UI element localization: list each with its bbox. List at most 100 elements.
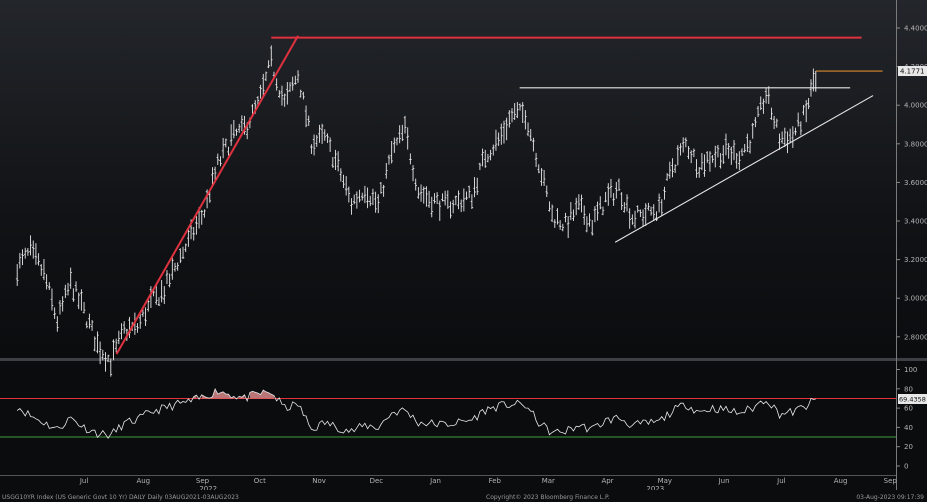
price-bar	[572, 209, 575, 221]
price-bar	[406, 127, 409, 150]
price-bar	[561, 223, 565, 232]
price-bar	[791, 126, 795, 148]
price-tick-label: 3.8000	[904, 140, 927, 148]
rsi-line	[16, 387, 816, 439]
price-tick-label: 3.2000	[904, 256, 927, 264]
price-bar	[352, 194, 356, 205]
price-bar	[738, 151, 741, 171]
price-bar	[588, 213, 591, 227]
price-bar	[101, 349, 105, 361]
rsi-tick-label: 20	[904, 443, 913, 451]
price-bar	[296, 70, 300, 83]
price-bar	[521, 102, 524, 124]
price-bar	[657, 193, 661, 213]
price-bar	[799, 121, 803, 136]
price-bar	[144, 307, 147, 327]
price-bar	[430, 196, 434, 218]
price-bar	[165, 270, 169, 284]
price-bar	[417, 187, 420, 199]
price-bar	[451, 199, 455, 214]
price-bar	[665, 173, 669, 181]
price-bar	[754, 117, 757, 128]
price-tick-label: 3.6000	[904, 179, 927, 187]
price-bar	[72, 288, 75, 302]
price-bar	[721, 145, 725, 164]
price-bar	[631, 214, 634, 225]
price-bar	[401, 124, 404, 141]
price-bar	[162, 286, 166, 305]
price-bar	[762, 98, 765, 114]
price-bar	[764, 87, 768, 104]
price-bar	[200, 209, 204, 225]
month-label: Jan	[429, 477, 441, 485]
price-bar	[494, 129, 498, 151]
price-bar	[283, 93, 286, 107]
price-bar	[355, 191, 359, 209]
price-bar	[550, 204, 554, 223]
price-bar	[473, 177, 476, 198]
price-bar	[719, 153, 722, 169]
price-bar	[122, 321, 126, 334]
price-bar	[623, 202, 626, 213]
price-bar	[114, 338, 118, 353]
price-bar	[160, 280, 163, 303]
price-bar	[580, 194, 583, 213]
price-bar	[796, 112, 800, 127]
price-bar	[141, 309, 145, 317]
panel-divider	[0, 358, 927, 361]
price-bar	[462, 188, 466, 212]
price-bar	[489, 149, 492, 161]
price-bar	[50, 288, 54, 311]
price-bar	[294, 75, 297, 85]
price-bar	[267, 60, 270, 69]
price-bar	[620, 192, 623, 210]
price-bar	[545, 185, 549, 198]
price-bar	[371, 188, 375, 206]
price-bar	[478, 162, 482, 171]
price-bar	[106, 354, 110, 363]
price-bar	[807, 98, 810, 110]
month-label: Aug	[136, 477, 150, 485]
price-bar	[157, 297, 161, 306]
price-bar	[794, 127, 797, 136]
price-bar	[542, 169, 546, 186]
price-bar	[804, 100, 808, 123]
price-bar	[577, 194, 581, 210]
price-bar	[604, 191, 607, 203]
price-bar	[566, 216, 570, 239]
price-bar	[457, 190, 460, 210]
price-bar	[433, 193, 436, 204]
price-bar	[700, 153, 704, 171]
price-bar	[15, 264, 19, 286]
price-bar	[88, 313, 91, 329]
last-price-label: 4.1771	[900, 68, 925, 76]
rsi-tick-label: 60	[904, 405, 913, 413]
price-bar	[237, 123, 241, 133]
month-label: Mar	[542, 477, 555, 485]
price-bar	[21, 249, 24, 266]
price-bar	[291, 76, 294, 91]
price-bar	[516, 102, 519, 119]
price-bar	[697, 167, 701, 178]
month-label: Apr	[601, 477, 613, 485]
price-tick-label: 4.0000	[904, 102, 927, 110]
price-bar	[120, 323, 123, 340]
price-bar	[449, 201, 452, 219]
price-bar	[615, 182, 618, 199]
month-label: Sep	[196, 477, 210, 485]
price-bar	[585, 216, 589, 233]
price-bar	[558, 220, 562, 230]
price-bar	[53, 307, 56, 319]
price-bar	[232, 120, 236, 139]
month-label: Jul	[79, 477, 89, 485]
month-label: Dec	[370, 477, 384, 485]
price-bar	[98, 341, 102, 365]
price-bar	[497, 132, 500, 146]
price-bar	[66, 282, 70, 296]
price-bar	[593, 206, 597, 223]
price-bar	[596, 201, 599, 221]
price-bar	[393, 137, 396, 153]
price-bar	[770, 107, 773, 120]
price-bar	[676, 145, 680, 166]
price-bar	[419, 184, 423, 202]
